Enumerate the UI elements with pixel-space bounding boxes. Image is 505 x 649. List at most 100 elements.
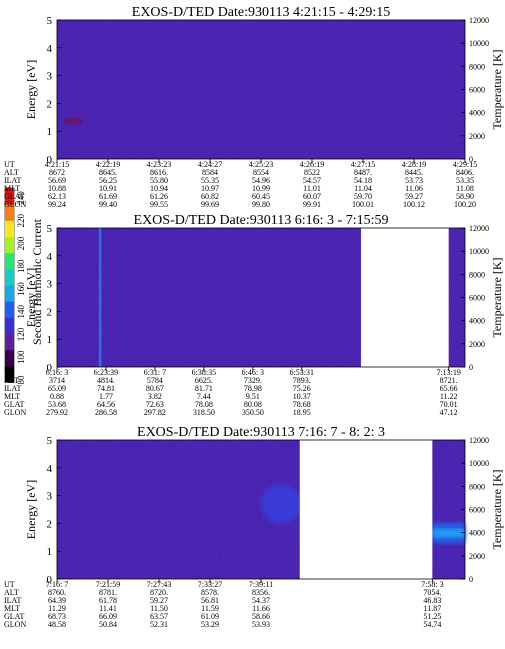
ephemeris-value: 99.40	[99, 200, 117, 209]
ephemeris-value: 8578.	[201, 588, 219, 597]
ephemeris-value: 11.29	[48, 604, 66, 613]
ephemeris-value: 72.63	[146, 400, 164, 409]
colorbar-cell	[5, 349, 14, 367]
ephemeris-value: 4:25:23	[249, 160, 273, 169]
ephemeris-value: 6:31: 7	[144, 368, 166, 377]
ephemeris-value: 53.93	[252, 620, 270, 629]
ephemeris-row-label: MLT	[4, 392, 20, 401]
colorbar-tick-label: 120	[16, 327, 26, 341]
y-tick-label: 1	[47, 126, 53, 138]
colorbar-tick-label: 100	[16, 350, 26, 364]
ephemeris-value: 10.94	[150, 184, 168, 193]
y2-tick-label: 4000	[469, 109, 485, 118]
ephemeris-value: 54.18	[354, 176, 372, 185]
ephemeris-value: 78.08	[195, 400, 213, 409]
ephemeris-value: 10.91	[99, 184, 117, 193]
ephemeris-value: 80.08	[244, 400, 262, 409]
ephemeris-value: 6:53:31	[290, 368, 314, 377]
ephemeris-value: 56.69	[48, 176, 66, 185]
colorbar-cell	[5, 285, 14, 302]
y-axis-label: Energy [eV]	[24, 480, 38, 539]
ephemeris-value: 99.24	[48, 200, 66, 209]
ephemeris-value: 0.88	[50, 392, 64, 401]
y-axis-label: Energy [eV]	[24, 60, 38, 119]
ephemeris-value: 297.82	[144, 408, 166, 417]
ephemeris-value: 4:28:19	[402, 160, 426, 169]
ephemeris-value: 6:46: 3	[242, 368, 264, 377]
ephemeris-value: 8721.	[440, 376, 458, 385]
ephemeris-value: 4:22:19	[96, 160, 120, 169]
ephemeris-value: 10.99	[252, 184, 270, 193]
ephemeris-row-label: GLAT	[4, 192, 25, 201]
y-tick-label: 0	[47, 574, 53, 586]
ephemeris-value: 54.96	[252, 176, 270, 185]
panel-3: EXOS-D/TED Date:930113 7:16: 7 - 8: 2: 3…	[4, 425, 504, 629]
ephemeris-value: 80.67	[146, 384, 164, 393]
ephemeris-value: 99.91	[303, 200, 321, 209]
colorbar-cell	[5, 252, 14, 270]
ephemeris-value: 8720.	[150, 588, 168, 597]
ephemeris-value: 100.20	[454, 200, 476, 209]
ephemeris-value: 4:24:27	[198, 160, 222, 169]
ephemeris-row-label: ALT	[4, 376, 19, 385]
y-tick-label: 4	[47, 43, 53, 55]
ephemeris-value: 100.12	[403, 200, 425, 209]
ephemeris-value: 6:16: 3	[46, 368, 68, 377]
colorbar-tick-label: 200	[16, 236, 26, 250]
y2-tick-label: 8000	[469, 270, 485, 279]
y-tick-label: 4	[47, 251, 53, 263]
ephemeris-value: 54.74	[423, 620, 441, 629]
ephemeris-value: 50.84	[99, 620, 117, 629]
ephemeris-value: 52.31	[150, 620, 168, 629]
ephemeris-value: 7:13:19	[436, 368, 460, 377]
ephemeris-value: 8760.	[48, 588, 66, 597]
ephemeris-value: 53.68	[48, 400, 66, 409]
ephemeris-value: 61.69	[99, 192, 117, 201]
colorbar-tick-label: 220	[16, 214, 26, 228]
panel-title: EXOS-D/TED Date:930113 4:21:15 - 4:29:15	[132, 5, 390, 20]
ephemeris-value: 11.41	[99, 604, 117, 613]
ephemeris-value: 61.09	[201, 612, 219, 621]
ephemeris-row-label: ALT	[4, 168, 19, 177]
ephemeris-value: 11.66	[252, 604, 270, 613]
ephemeris-value: 8487.	[354, 168, 372, 177]
ephemeris-value: 8356.	[252, 588, 270, 597]
ephemeris-row-label: GLAT	[4, 400, 25, 409]
ephemeris-row-label: GLON	[4, 200, 26, 209]
spectrogram-speckle	[57, 20, 465, 159]
y-tick-label: 5	[47, 223, 53, 235]
y-tick-label: 2	[47, 98, 53, 110]
ephemeris-value: 61.26	[150, 192, 168, 201]
ephemeris-value: 11.87	[424, 604, 442, 613]
ephemeris-value: 4:23:23	[147, 160, 171, 169]
ephemeris-value: 10.88	[48, 184, 66, 193]
ephemeris-value: 58.66	[252, 612, 270, 621]
ephemeris-value: 11.06	[405, 184, 423, 193]
ephemeris-value: 51.25	[423, 612, 441, 621]
y-tick-label: 2	[47, 306, 53, 318]
colorbar-tick-label: 140	[16, 305, 26, 319]
y-tick-label: 5	[47, 15, 53, 27]
y2-tick-label: 8000	[469, 482, 485, 491]
ephemeris-row-label: UT	[4, 368, 15, 377]
ephemeris-value: 4:21:15	[45, 160, 69, 169]
ephemeris-value: 66.09	[99, 612, 117, 621]
ephemeris-value: 4814.	[97, 376, 115, 385]
ephemeris-row-label: GLON	[4, 620, 26, 629]
ephemeris-value: 78.68	[293, 400, 311, 409]
ephemeris-value: 7054.	[423, 588, 441, 597]
ephemeris-value: 4:27:15	[351, 160, 375, 169]
y2-tick-label: 8000	[469, 62, 485, 71]
ephemeris-value: 350.50	[242, 408, 264, 417]
y2-tick-label: 6000	[469, 506, 485, 515]
y2-tick-label: 2000	[469, 340, 485, 349]
y2-tick-label: 4000	[469, 317, 485, 326]
ephemeris-value: 318.50	[193, 408, 215, 417]
colorbar-cell	[5, 301, 14, 318]
ephemeris-value: 63.57	[150, 612, 168, 621]
ephemeris-value: 58.90	[456, 192, 474, 201]
ephemeris-value: 8522	[304, 168, 320, 177]
y2-axis-label: Temperature [K]	[490, 257, 504, 337]
ephemeris-value: 7:27:43	[147, 580, 171, 589]
